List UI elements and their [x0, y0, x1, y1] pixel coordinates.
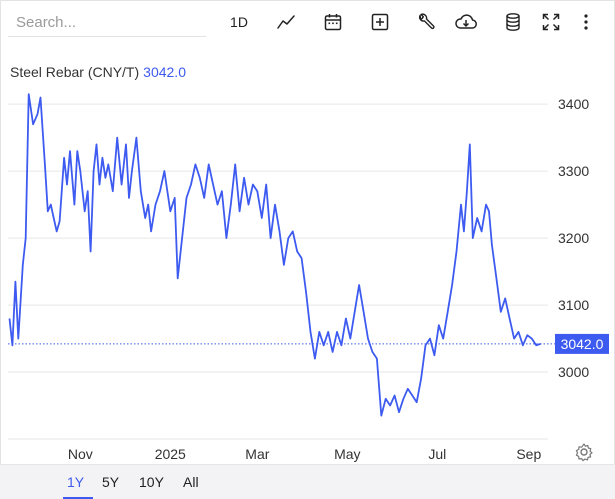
last-price-label: 3042.0: [561, 336, 604, 352]
y-tick-label: 3300: [558, 163, 589, 179]
x-tick-label: Jul: [428, 446, 446, 462]
series-line: [8, 93, 541, 417]
search-box: [8, 8, 206, 37]
series-name: Steel Rebar (CNY/T): [10, 64, 140, 80]
x-tick-label: Nov: [68, 446, 93, 462]
download-button[interactable]: [451, 9, 481, 35]
range-10y-button[interactable]: 10Y: [139, 474, 164, 490]
settings-tools-button[interactable]: [413, 9, 439, 35]
search-input[interactable]: [8, 8, 206, 36]
range-selector-bar: 1Y 5Y 10Y All: [0, 464, 615, 499]
x-tick-label: Sep: [516, 446, 541, 462]
database-icon: [506, 13, 520, 31]
last-price-tag: [555, 333, 609, 354]
add-box-icon: [371, 13, 389, 31]
chart-line-icon: [277, 15, 295, 29]
add-comparison-button[interactable]: [367, 9, 393, 35]
interval-button[interactable]: 1D: [230, 14, 248, 30]
x-tick-label: May: [334, 446, 360, 462]
fullscreen-icon: [542, 13, 560, 31]
y-tick-label: 3400: [558, 96, 589, 112]
fullscreen-button[interactable]: [538, 9, 564, 35]
range-all-button[interactable]: All: [183, 474, 199, 490]
data-button[interactable]: [500, 9, 526, 35]
x-tick-label: Mar: [245, 446, 269, 462]
range-1y-button[interactable]: 1Y: [67, 474, 85, 490]
range-5y-button[interactable]: 5Y: [102, 474, 120, 490]
date-range-button[interactable]: [320, 9, 346, 35]
more-options-button[interactable]: [577, 9, 595, 35]
series-last-value: 3042.0: [143, 64, 186, 80]
price-chart[interactable]: 3000 3100 3200 3300 3400 Nov 2025 Mar May Jul Sep 3…: [0, 44, 615, 464]
calendar-icon: [324, 14, 342, 31]
wrench-icon: [418, 13, 435, 30]
y-tick-label: 3100: [558, 297, 589, 313]
x-tick-label: 2025: [155, 446, 186, 462]
toolbar: 1D: [0, 0, 615, 44]
y-tick-label: 3000: [558, 364, 589, 380]
more-vertical-icon: [584, 14, 588, 30]
cloud-download-icon: [455, 14, 477, 29]
chart-type-button[interactable]: [273, 9, 299, 35]
gear-icon[interactable]: [574, 442, 594, 462]
y-tick-label: 3200: [558, 230, 589, 246]
chart-legend: Steel Rebar (CNY/T) 3042.0: [10, 64, 186, 80]
